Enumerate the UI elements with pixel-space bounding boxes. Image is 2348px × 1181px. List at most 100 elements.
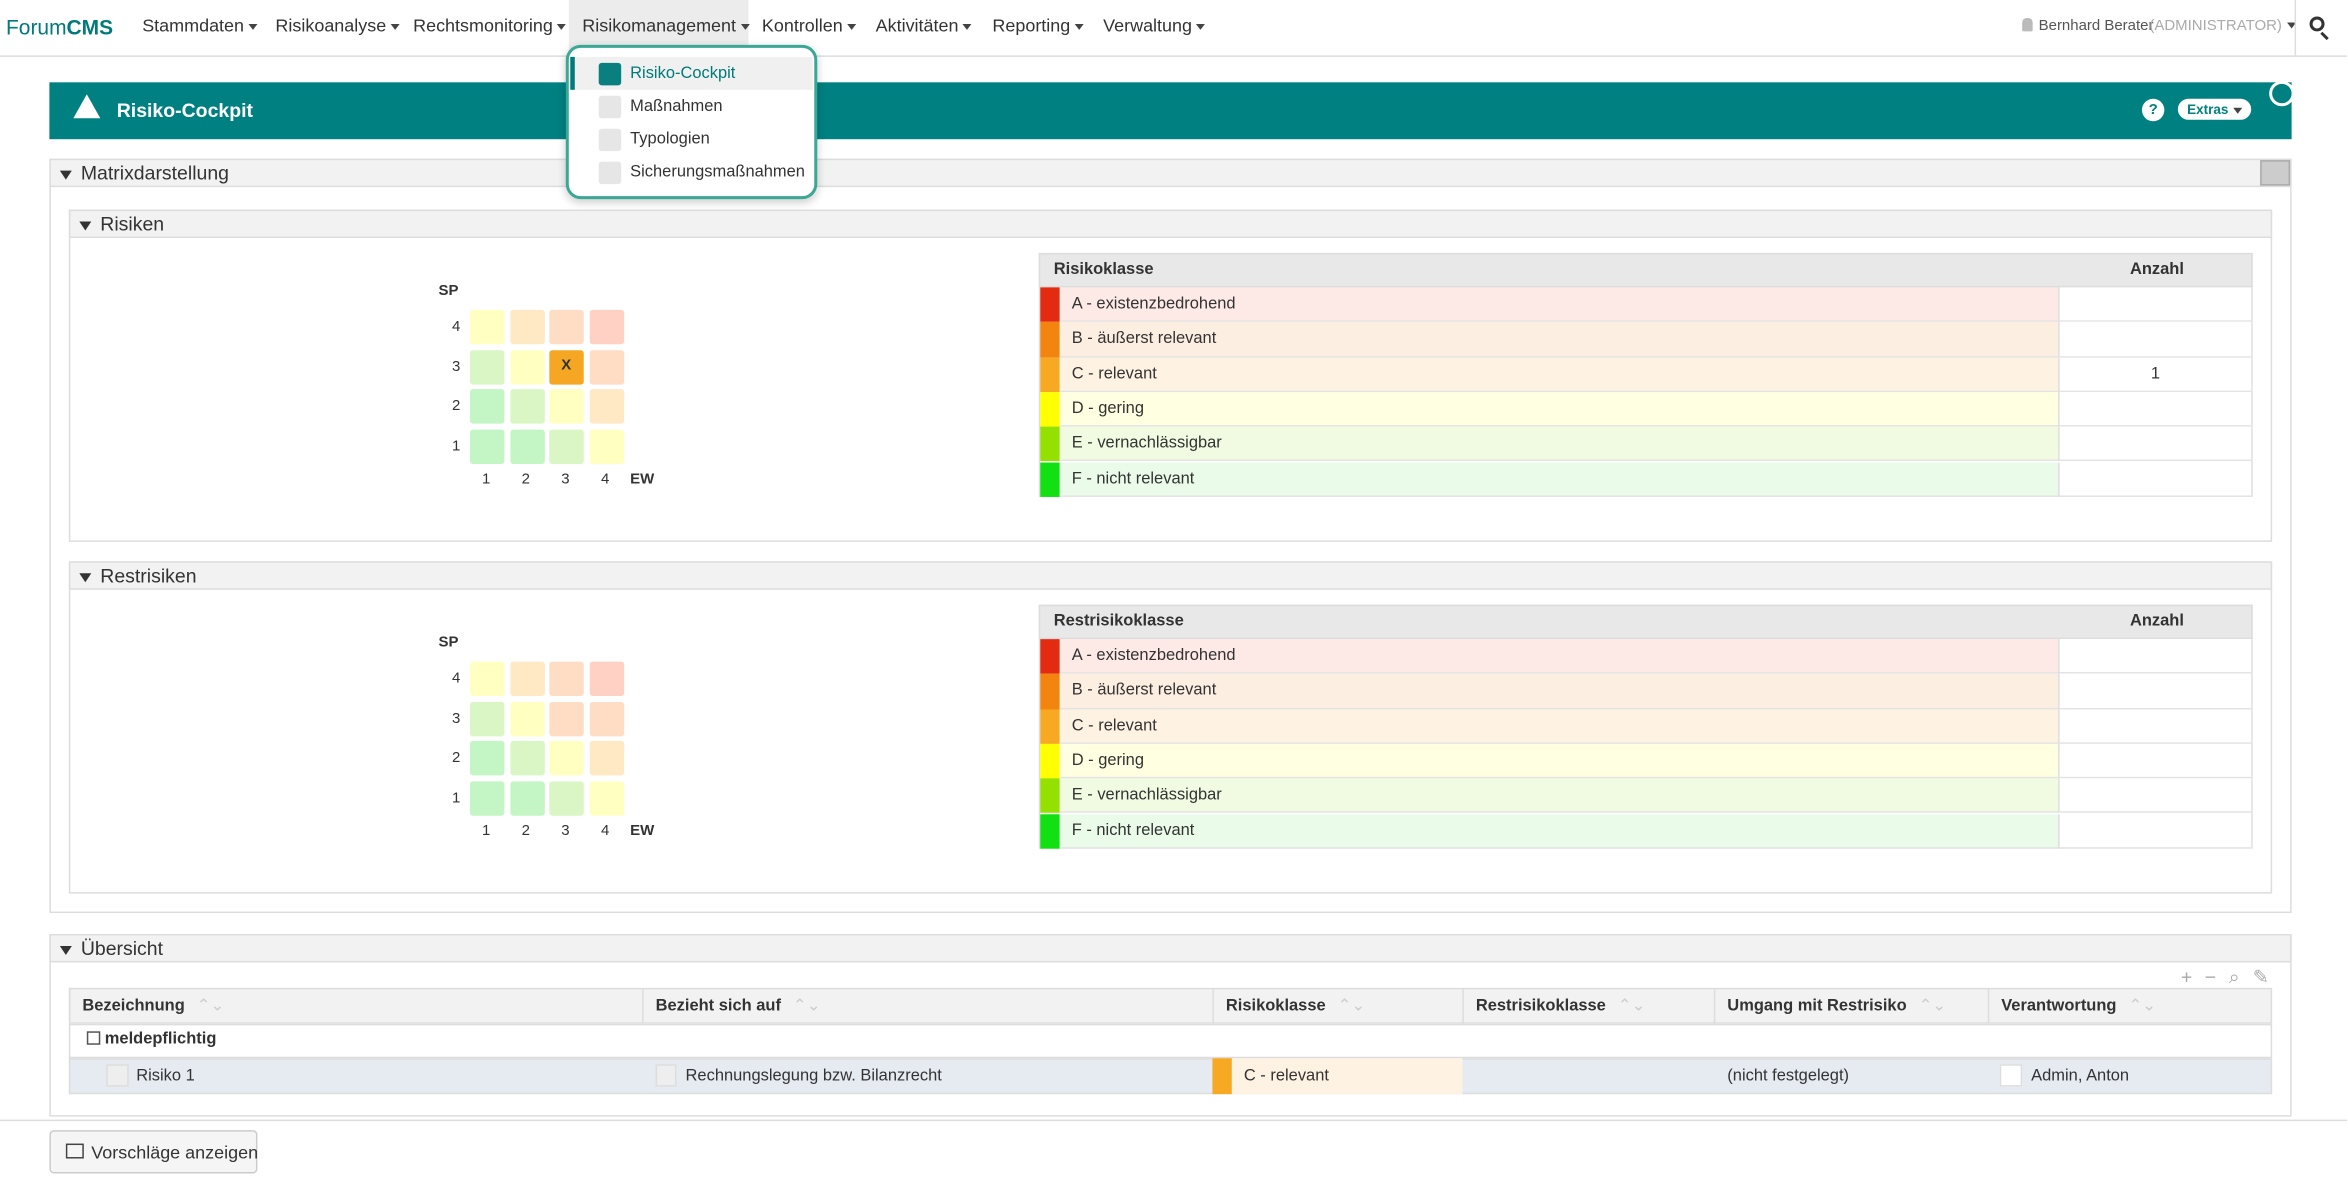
matrix-section-title[interactable]: Matrixdarstellung: [60, 163, 229, 182]
tool-icon[interactable]: +: [2181, 965, 2199, 983]
panel-icon: [73, 94, 100, 118]
nav-item[interactable]: Rechtsmonitoring: [413, 16, 566, 34]
class-swatch: [1040, 814, 1059, 849]
tool-icon[interactable]: −: [2205, 965, 2223, 983]
y-axis-label: SP: [439, 284, 459, 299]
residual-title[interactable]: Restrisiken: [79, 566, 196, 585]
class-swatch: [1040, 287, 1059, 322]
count-cell: [2058, 709, 2251, 744]
data-row[interactable]: [69, 1058, 2272, 1094]
matrix-cell: [470, 389, 504, 423]
y-label: 3: [452, 360, 460, 375]
x-label: 2: [522, 473, 530, 488]
x-label: 4: [601, 825, 609, 840]
group-label[interactable]: meldepflichtig: [105, 1031, 217, 1047]
user-role[interactable]: (ADMINISTRATOR): [2149, 19, 2295, 34]
class-header: Risikoklasse: [1054, 262, 1154, 278]
matrix-cell: [470, 781, 504, 815]
count-header: Anzahl: [2130, 614, 2184, 630]
cell-text: C - relevant: [1244, 1069, 1329, 1085]
menu-icon: [599, 129, 621, 151]
close-button[interactable]: [2269, 81, 2294, 106]
column-header[interactable]: Bezeichnung⌃⌄: [82, 998, 224, 1014]
column-header[interactable]: Risikoklasse⌃⌄: [1226, 998, 1365, 1014]
class-row: [1060, 357, 2058, 392]
class-swatch: [1040, 357, 1059, 392]
menu-item[interactable]: Risiko-Cockpit: [630, 66, 735, 82]
count-cell: [2058, 462, 2251, 497]
button-icon: [66, 1144, 84, 1159]
nav-item[interactable]: Verwaltung: [1103, 16, 1205, 34]
class-swatch: [1040, 779, 1059, 814]
class-swatch: [1212, 1058, 1231, 1094]
y-label: 4: [452, 672, 460, 687]
group-toggle[interactable]: [87, 1031, 100, 1044]
class-swatch: [1040, 322, 1059, 357]
matrix-cell: [549, 429, 583, 463]
menu-item[interactable]: Typologien: [630, 132, 710, 148]
matrix-cell: [510, 701, 544, 735]
column-header[interactable]: Verantwortung⌃⌄: [2001, 998, 2156, 1014]
class-name: F - nicht relevant: [1072, 822, 1195, 838]
nav-item[interactable]: Stammdaten: [142, 16, 257, 34]
nav-item[interactable]: Reporting: [992, 16, 1083, 34]
class-swatch: [1040, 709, 1059, 744]
layout-toggle[interactable]: [2260, 160, 2290, 185]
risks-title[interactable]: Risiken: [79, 214, 164, 233]
class-row: [1060, 392, 2058, 427]
matrix-cell: [470, 429, 504, 463]
x-label: 3: [561, 473, 569, 488]
matrix-marker[interactable]: X: [561, 358, 571, 373]
count-cell: [2058, 744, 2251, 779]
matrix-cell: [510, 781, 544, 815]
cell-text: Risiko 1: [136, 1069, 195, 1085]
panel-header: [49, 82, 2291, 139]
nav-item[interactable]: Risikoanalyse: [275, 16, 399, 34]
class-swatch: [1040, 639, 1059, 674]
column-header[interactable]: Umgang mit Restrisiko⌃⌄: [1727, 998, 1946, 1014]
button-label[interactable]: Vorschläge anzeigen: [91, 1144, 258, 1162]
user-name[interactable]: Bernhard Berater: [2039, 19, 2154, 34]
matrix-cell: [510, 741, 544, 775]
menu-icon: [599, 96, 621, 118]
count-cell: [2058, 427, 2251, 462]
class-swatch: [1040, 462, 1059, 497]
count-cell: [2058, 322, 2251, 357]
class-name: F - nicht relevant: [1072, 471, 1195, 487]
matrix-cell: [549, 701, 583, 735]
column-header[interactable]: Bezieht sich auf⌃⌄: [656, 998, 821, 1014]
tool-icon[interactable]: ⌕: [2229, 965, 2247, 983]
matrix-cell: [510, 310, 544, 344]
matrix-cell: [470, 701, 504, 735]
extras-button[interactable]: Extras: [2178, 99, 2251, 120]
class-swatch: [1040, 674, 1059, 709]
help-button[interactable]: ?: [2142, 99, 2164, 121]
matrix-cell: [470, 741, 504, 775]
menu-item[interactable]: Sicherungsmaßnahmen: [630, 165, 805, 181]
risks-header: [69, 210, 2272, 238]
group-row: [69, 1024, 2272, 1058]
tool-icon[interactable]: ✎: [2253, 965, 2271, 983]
table-header: [1039, 605, 2253, 639]
nav-item[interactable]: Kontrollen: [762, 16, 856, 34]
y-label: 1: [452, 791, 460, 806]
matrix-cell: [589, 350, 623, 384]
class-name: D - gering: [1072, 753, 1144, 769]
class-name: E - vernachlässigbar: [1072, 788, 1222, 804]
class-swatch: [1040, 427, 1059, 462]
matrix-cell: [549, 310, 583, 344]
class-name: A - existenzbedrohend: [1072, 648, 1236, 664]
cell-text: (nicht festgelegt): [1727, 1069, 1849, 1085]
matrix-cell: [589, 389, 623, 423]
matrix-cell: [470, 350, 504, 384]
x-label: 1: [482, 825, 490, 840]
y-label: 2: [452, 751, 460, 766]
nav-item[interactable]: Risikomanagement: [582, 16, 749, 34]
matrix-cell: [470, 310, 504, 344]
nav-item[interactable]: Aktivitäten: [876, 16, 972, 34]
menu-item[interactable]: Maßnahmen: [630, 99, 722, 115]
topic-icon: [656, 1064, 677, 1086]
class-count: 1: [2151, 366, 2160, 382]
x-axis-label: EW: [630, 825, 654, 840]
column-header[interactable]: Restrisikoklasse⌃⌄: [1476, 998, 1646, 1014]
